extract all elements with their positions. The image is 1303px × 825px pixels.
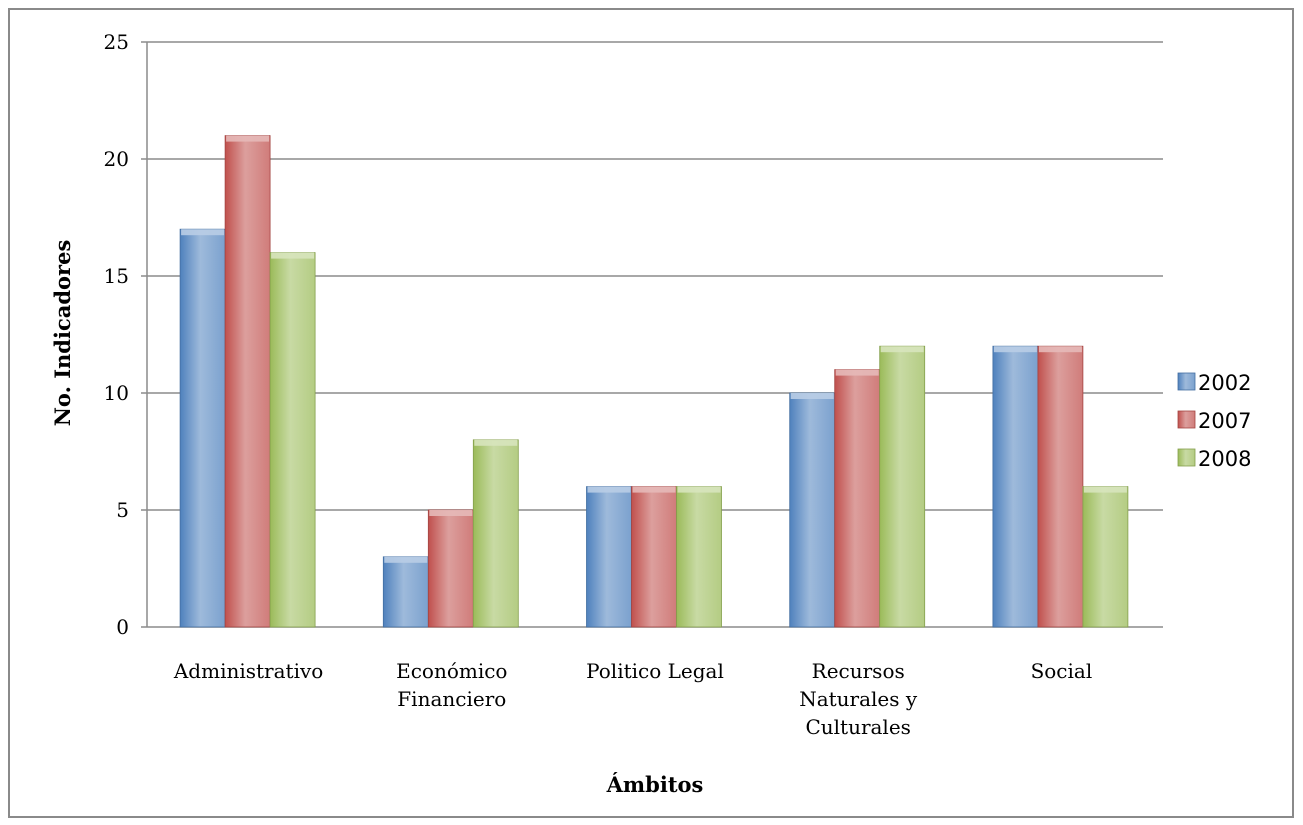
- y-tick-label: 0: [116, 615, 129, 639]
- bar-2002: [382, 556, 429, 628]
- x-category-label: Social: [1031, 659, 1093, 683]
- bar-2002: [586, 486, 632, 628]
- bar-top-bevel: [880, 346, 924, 353]
- bar-2008: [879, 345, 926, 628]
- bar-top-bevel: [1038, 346, 1082, 353]
- bar-top-bevel: [632, 486, 676, 493]
- x-category-label: Recursos Naturales y Culturales: [799, 659, 918, 739]
- bar-top-bevel: [429, 510, 473, 516]
- bar-top-bevel: [226, 135, 270, 142]
- x-axis-title: Ámbitos: [606, 772, 704, 797]
- bar-2007: [224, 135, 271, 628]
- bar-2008: [472, 439, 519, 628]
- bar-2002: [992, 345, 1039, 628]
- y-tick-label: 20: [104, 147, 129, 171]
- legend-swatch-2002: [1177, 372, 1196, 391]
- legend: 2002 2007 2008: [1177, 371, 1251, 471]
- x-category-label: Politico Legal: [586, 659, 724, 683]
- bar-2007: [631, 486, 677, 628]
- legend-swatch-2007: [1177, 410, 1196, 429]
- bar-2002: [789, 392, 836, 628]
- bar-2007: [427, 509, 474, 628]
- y-tick-labels: 0 5 10 15 20 25: [104, 30, 129, 639]
- bar-2008: [676, 486, 722, 628]
- x-category-labels: Administrativo Económico Financiero Politic…: [173, 659, 1092, 739]
- y-tick-label: 10: [104, 381, 129, 405]
- bar-top-bevel: [677, 486, 721, 493]
- bar-top-bevel: [474, 439, 518, 446]
- bar-top-bevel: [1083, 486, 1127, 493]
- bar-2007: [1037, 345, 1084, 628]
- y-axis-title: No. Indicadores: [50, 240, 75, 427]
- bar-top-bevel: [993, 346, 1037, 353]
- x-category-label: Administrativo: [173, 659, 323, 683]
- legend-label: 2002: [1198, 371, 1251, 395]
- bar-top-bevel: [790, 393, 834, 399]
- y-tick-label: 25: [104, 30, 129, 54]
- bar-2002: [179, 228, 226, 628]
- bar-2007: [834, 369, 881, 628]
- bar-top-bevel: [271, 252, 315, 259]
- bar-top-bevel: [384, 556, 428, 563]
- y-tick-label: 5: [116, 498, 129, 522]
- x-category-label: Económico Financiero: [396, 659, 507, 711]
- legend-label: 2007: [1198, 409, 1251, 433]
- bar-top-bevel: [835, 369, 879, 376]
- legend-swatch-2008: [1177, 448, 1196, 467]
- y-tick-label: 15: [104, 264, 129, 288]
- bar-top-bevel: [587, 486, 631, 493]
- bar-2008: [1082, 486, 1129, 628]
- bar-top-bevel: [181, 229, 225, 236]
- bar-2008: [269, 252, 316, 628]
- bars: [179, 135, 1129, 628]
- legend-label: 2008: [1198, 447, 1251, 471]
